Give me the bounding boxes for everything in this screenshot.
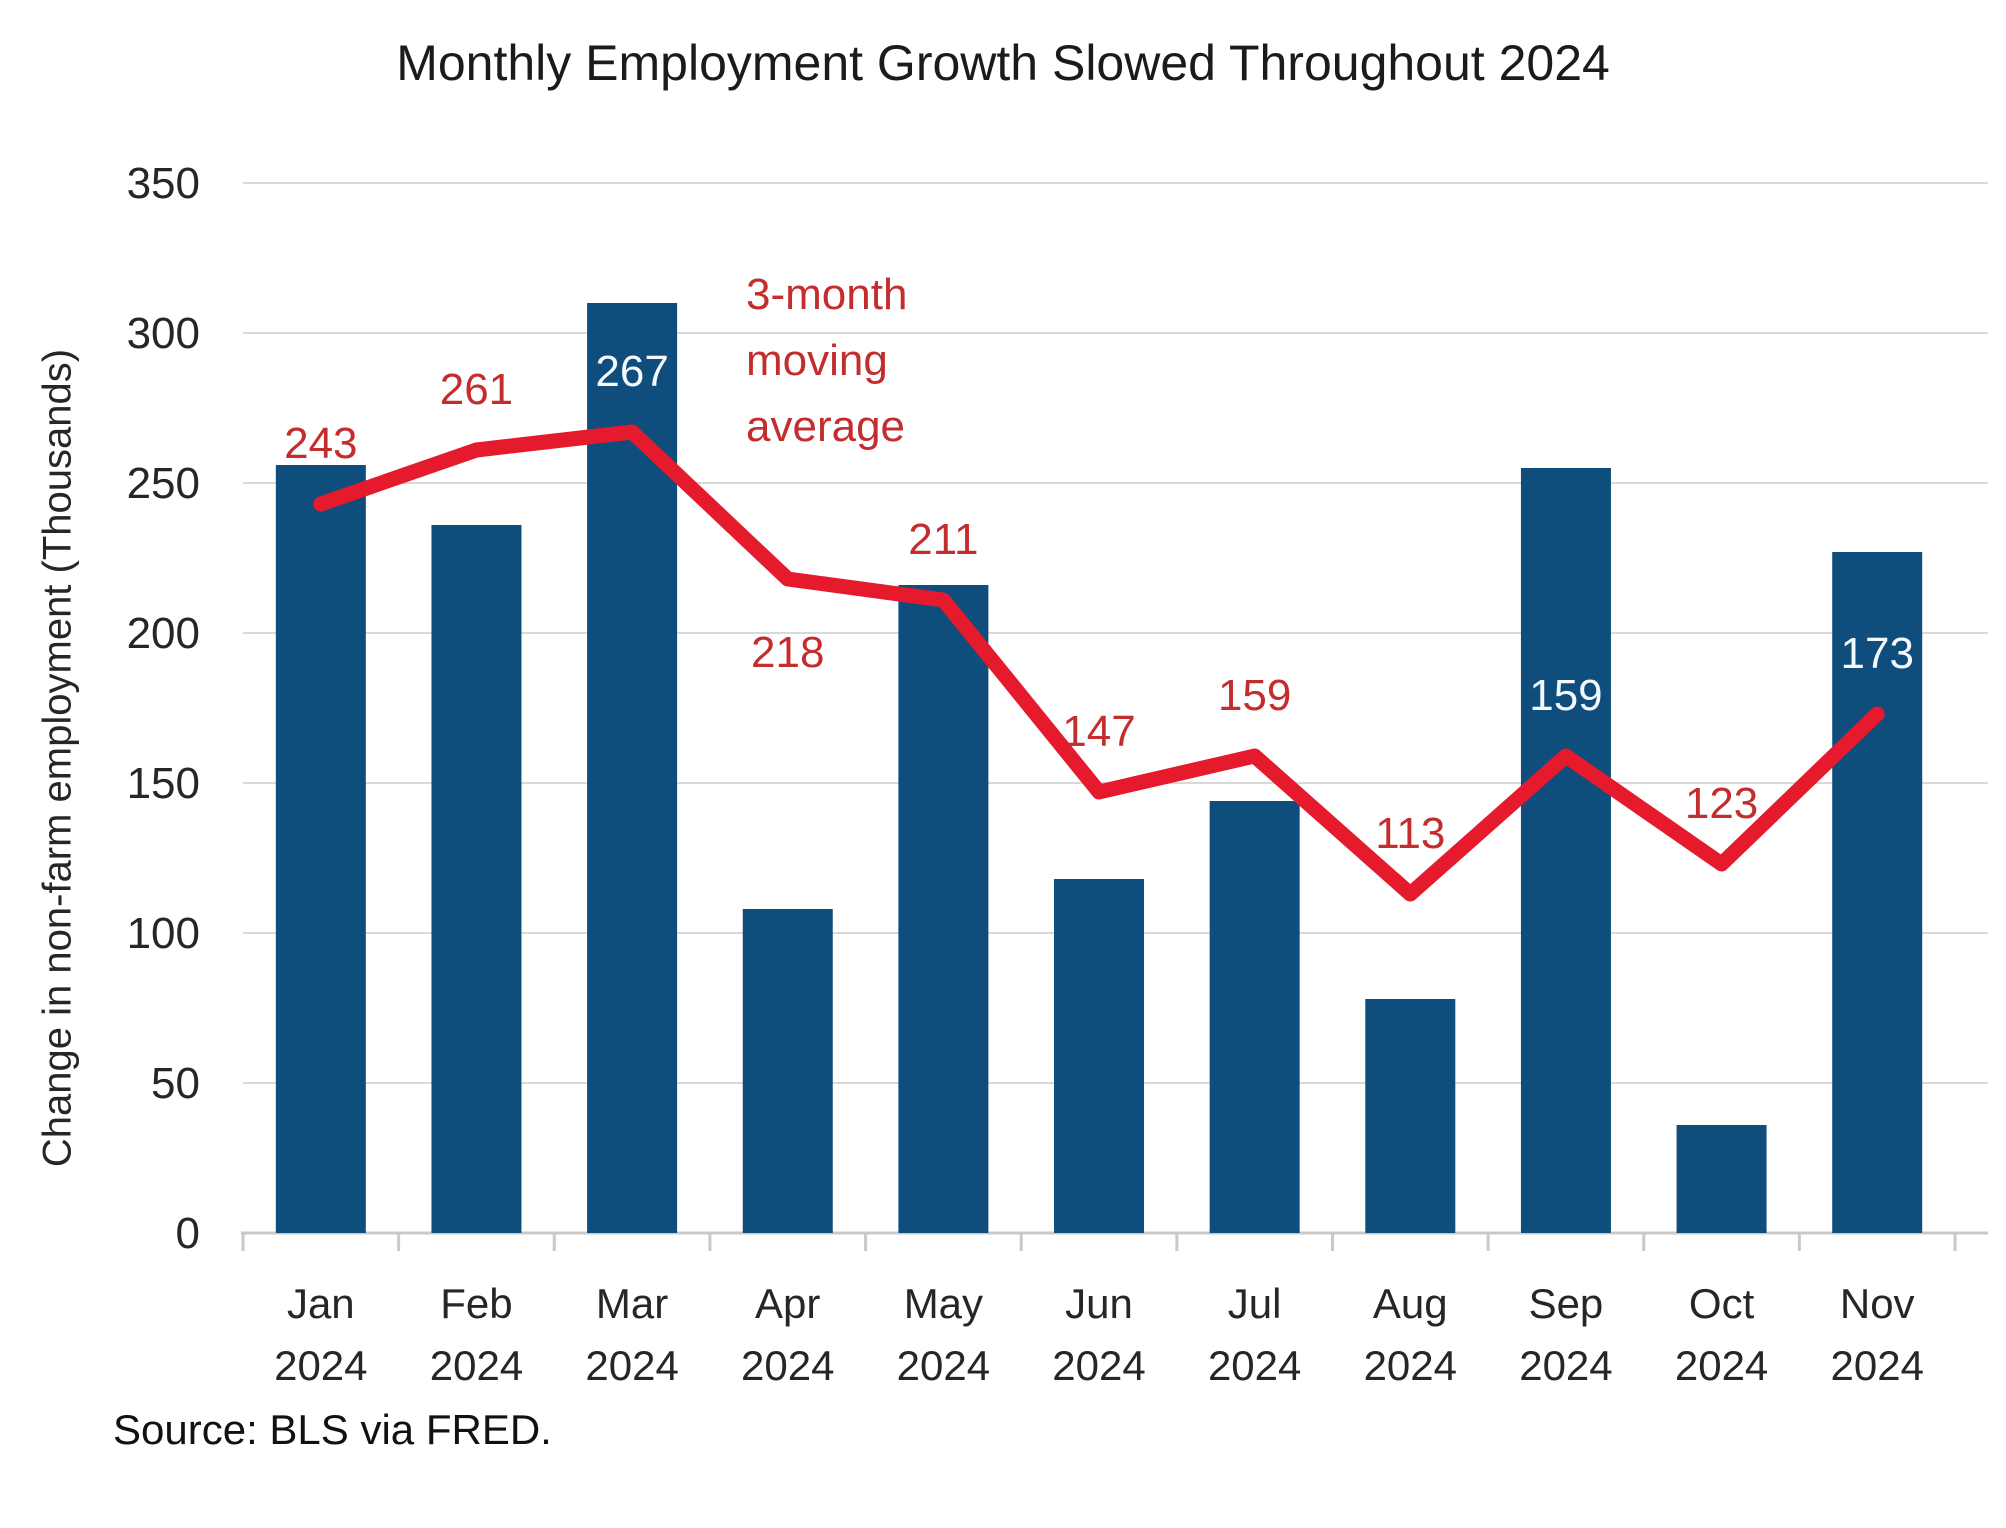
bar-may-2024 (898, 585, 989, 1233)
ma-label-jan-2024: 243 (284, 419, 357, 468)
x-tick-label: May 2024 (897, 1280, 990, 1389)
ma-label-may-2024: 211 (908, 515, 978, 564)
ma-label-aug-2024: 113 (1375, 809, 1445, 858)
y-tick-label-350: 350 (127, 159, 200, 208)
x-tick-label: Feb 2024 (430, 1280, 523, 1389)
x-tick-label: Jan 2024 (274, 1280, 367, 1389)
bar-jan-2024 (275, 465, 366, 1233)
y-tick-label-200: 200 (127, 609, 200, 658)
bar-feb-2024 (431, 525, 522, 1233)
x-tick-label: Sep 2024 (1519, 1280, 1612, 1389)
y-tick-label-150: 150 (127, 759, 200, 808)
bar-jul-2024 (1209, 801, 1300, 1233)
ma-label-jun-2024: 147 (1062, 707, 1135, 756)
annotation-line-3: average (746, 402, 906, 451)
source-note: Source: BLS via FRED. (113, 1406, 552, 1453)
ma-label-apr-2024: 218 (751, 628, 824, 677)
annotation-line-1: 3-month (746, 270, 908, 319)
bar-aug-2024 (1365, 999, 1456, 1233)
y-tick-label-100: 100 (127, 909, 200, 958)
y-tick-label-50: 50 (151, 1059, 200, 1108)
bar-jun-2024 (1054, 879, 1145, 1233)
moving-average-annotation: 3-month moving average (746, 262, 907, 460)
ma-label-mar-2024: 267 (595, 347, 668, 396)
moving-average-line (313, 424, 1885, 902)
x-tick-label: Nov 2024 (1831, 1280, 1924, 1389)
bar-sep-2024 (1520, 468, 1611, 1233)
x-tick-label: Aug 2024 (1364, 1280, 1457, 1389)
y-tick-label-0: 0 (176, 1209, 200, 1258)
x-tick-label: Jul 2024 (1208, 1280, 1301, 1389)
annotation-line-2: moving (746, 336, 888, 385)
bar-apr-2024 (742, 909, 833, 1233)
ma-label-jul-2024: 159 (1218, 671, 1291, 720)
bar-oct-2024 (1676, 1125, 1767, 1233)
ma-label-oct-2024: 123 (1685, 779, 1758, 828)
ma-label-feb-2024: 261 (440, 365, 513, 414)
bar-nov-2024 (1832, 552, 1923, 1233)
x-tick-label: Mar 2024 (585, 1280, 678, 1389)
y-tick-label-250: 250 (127, 459, 200, 508)
x-tick-label: Apr 2024 (741, 1280, 834, 1389)
y-tick-label-300: 300 (127, 309, 200, 358)
x-tick-label: Jun 2024 (1052, 1280, 1145, 1389)
x-tick-label: Oct 2024 (1675, 1280, 1768, 1389)
ma-label-sep-2024: 159 (1529, 671, 1602, 720)
chart-title: Monthly Employment Growth Slowed Through… (396, 35, 1610, 91)
ma-label-nov-2024: 173 (1841, 629, 1914, 678)
